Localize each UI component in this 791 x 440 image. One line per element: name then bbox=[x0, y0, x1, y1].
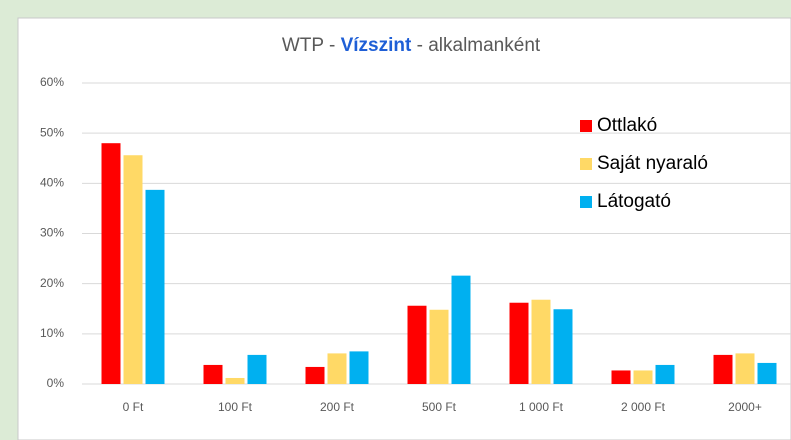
bar bbox=[451, 275, 471, 384]
y-tick-label: 10% bbox=[40, 326, 64, 340]
y-tick-label: 30% bbox=[40, 226, 64, 240]
legend-label: Látogató bbox=[597, 191, 671, 212]
y-tick-label: 20% bbox=[40, 276, 64, 290]
x-tick-label: 500 Ft bbox=[422, 400, 457, 414]
x-tick-label: 100 Ft bbox=[218, 400, 253, 414]
bar bbox=[407, 305, 427, 384]
x-tick-label: 2 000 Ft bbox=[621, 400, 666, 414]
y-tick-label: 60% bbox=[40, 75, 64, 89]
title-part: - alkalmanként bbox=[417, 35, 541, 56]
bar bbox=[713, 354, 733, 384]
legend-swatch bbox=[580, 196, 592, 208]
legend-swatch bbox=[580, 158, 592, 170]
y-tick-label: 0% bbox=[47, 376, 65, 390]
title-part: WTP - bbox=[282, 35, 335, 56]
chart-title: WTP - Vízszint - alkalmanként bbox=[282, 35, 541, 56]
bar bbox=[553, 309, 573, 384]
title-part: Vízszint bbox=[341, 35, 412, 56]
x-tick-label: 1 000 Ft bbox=[519, 400, 564, 414]
bar bbox=[735, 353, 755, 384]
bar bbox=[101, 143, 121, 384]
legend-label: Ottlakó bbox=[597, 115, 657, 136]
x-tick-label: 200 Ft bbox=[320, 400, 355, 414]
bar bbox=[327, 353, 347, 384]
bar bbox=[305, 366, 325, 384]
bar bbox=[757, 362, 777, 384]
bar bbox=[247, 354, 267, 384]
y-tick-label: 40% bbox=[40, 176, 64, 190]
bar bbox=[611, 370, 631, 384]
legend-label: Saját nyaraló bbox=[597, 153, 708, 174]
y-tick-label: 50% bbox=[40, 125, 64, 139]
bar bbox=[349, 351, 369, 384]
bar bbox=[531, 299, 551, 384]
bar bbox=[509, 302, 529, 384]
bar bbox=[145, 189, 165, 384]
bar bbox=[225, 377, 245, 384]
x-tick-label: 2000+ bbox=[728, 400, 762, 414]
bar bbox=[655, 364, 675, 384]
bar bbox=[123, 155, 143, 384]
legend-swatch bbox=[580, 120, 592, 132]
bar bbox=[633, 370, 653, 384]
bar bbox=[429, 309, 449, 384]
x-tick-label: 0 Ft bbox=[123, 400, 144, 414]
bar bbox=[203, 364, 223, 384]
